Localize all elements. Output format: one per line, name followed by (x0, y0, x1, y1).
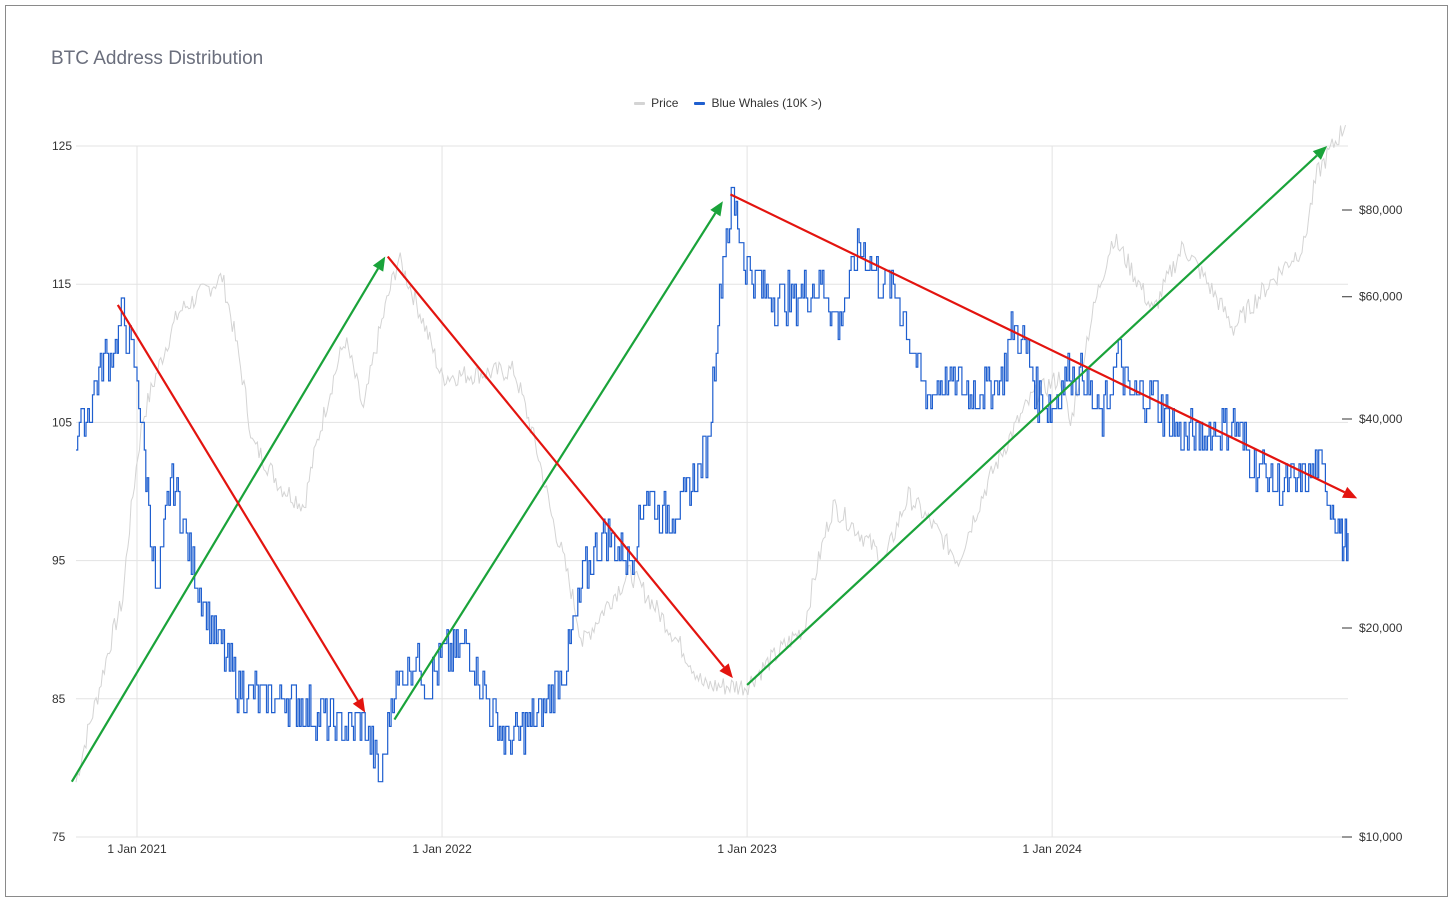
legend-swatch-blue-whales (694, 101, 706, 105)
trend-arrow-head (1341, 486, 1358, 499)
trend-arrow-down (386, 255, 733, 679)
y-left-tick-label: 75 (52, 830, 66, 844)
legend-item-price[interactable]: Price (634, 96, 678, 110)
trend-arrow-down (116, 304, 366, 713)
y-right-tick-label: $60,000 (1359, 290, 1403, 304)
legend-label-blue-whales: Blue Whales (10K >) (711, 96, 822, 110)
trend-arrow-shaft (746, 154, 1318, 686)
trend-arrow-shaft (386, 255, 725, 668)
y-right-tick-label: $20,000 (1359, 621, 1403, 635)
x-tick-label: 1 Jan 2023 (717, 842, 777, 856)
price-series (75, 124, 1346, 783)
trend-arrow-up (746, 146, 1328, 686)
trend-arrow-shaft (729, 193, 1346, 494)
trend-arrow-shaft (393, 212, 717, 721)
trend-arrow-down (729, 193, 1358, 499)
trend-arrow-shaft (116, 304, 359, 702)
legend-item-blue-whales[interactable]: Blue Whales (10K >) (694, 96, 822, 110)
trend-arrow-up (393, 201, 723, 721)
trend-arrow-head (1312, 146, 1328, 160)
axis-labels: 75 85 95 105 115 125 1 Jan 2021 1 Jan 2022 1 Jan… (52, 139, 1403, 856)
blue-whales-series (76, 186, 1349, 783)
chart-title: BTC Address Distribution (51, 48, 264, 69)
trend-arrow-head (372, 256, 386, 272)
y-right-tick-label: $10,000 (1359, 830, 1403, 844)
chart-legend: Price Blue Whales (10K >) (0, 96, 1456, 110)
y-left-tick-label: 95 (52, 554, 66, 568)
trend-arrow-up (70, 256, 386, 783)
legend-label-price: Price (651, 96, 679, 110)
trend-arrow-head (352, 697, 366, 713)
price-line (75, 124, 1346, 783)
grid-lines (76, 145, 1348, 838)
x-tick-label: 1 Jan 2024 (1022, 842, 1082, 856)
chart-frame (5, 5, 1448, 897)
x-tick-label: 1 Jan 2022 (412, 842, 472, 856)
y-right-tick-label: $40,000 (1359, 412, 1403, 426)
y-right-tick-label: $80,000 (1359, 203, 1403, 217)
trend-arrow-head (710, 201, 723, 217)
legend-swatch-price (634, 101, 646, 105)
y-left-tick-label: 85 (52, 692, 66, 706)
trend-arrow-head (719, 663, 733, 679)
y-left-tick-label: 125 (52, 139, 72, 153)
x-tick-label: 1 Jan 2021 (107, 842, 167, 856)
trend-arrows (70, 146, 1358, 783)
y-left-tick-label: 105 (52, 415, 72, 429)
blue-whales-line (76, 186, 1349, 783)
trend-arrow-shaft (70, 268, 379, 783)
y-left-tick-label: 115 (52, 277, 71, 291)
